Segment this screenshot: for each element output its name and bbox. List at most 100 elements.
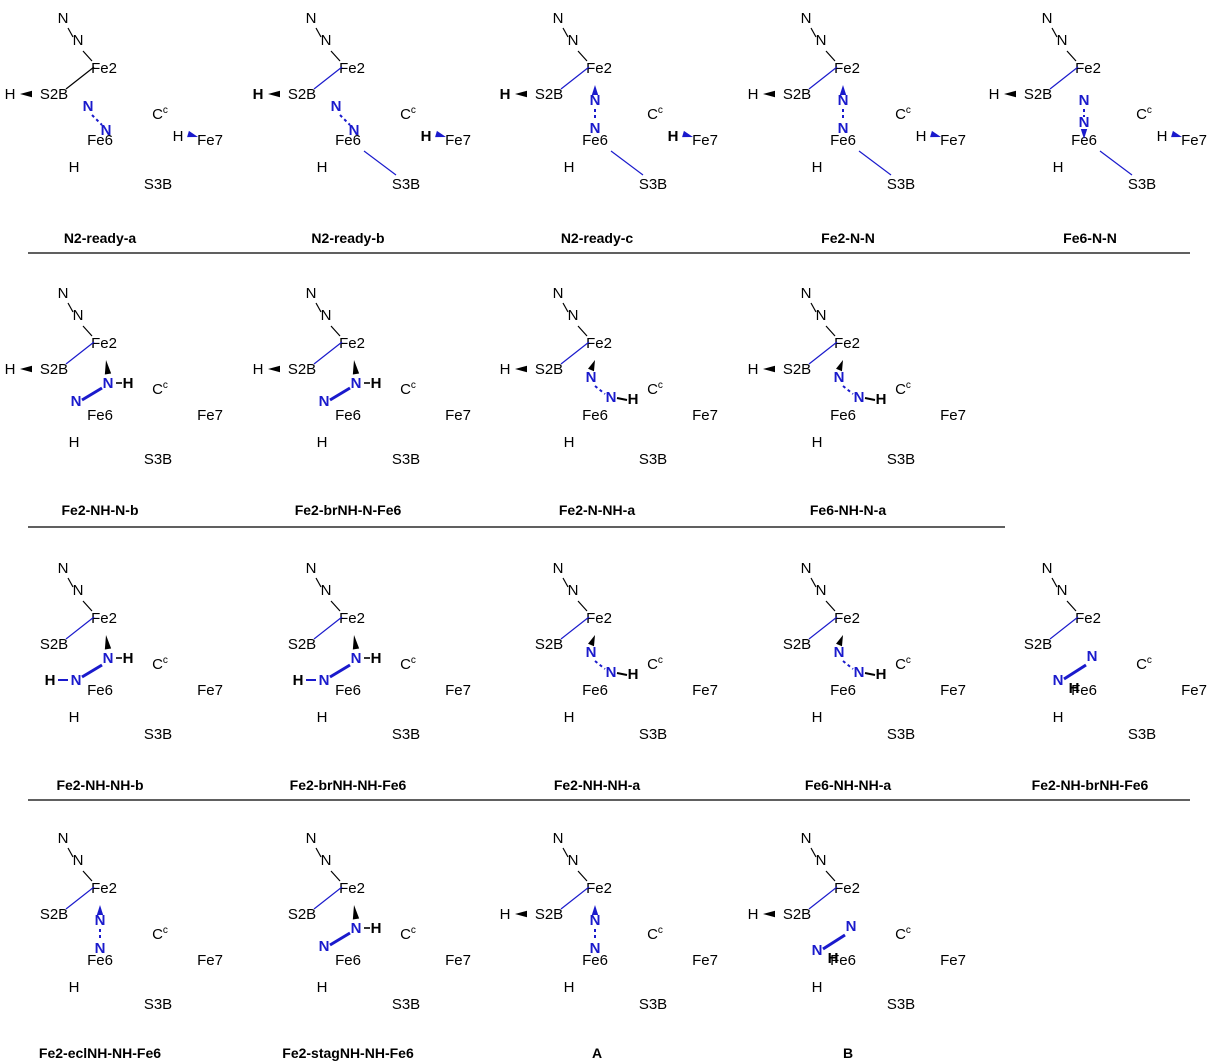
atom-fe7: Fe7 — [445, 682, 471, 699]
bond — [360, 971, 396, 997]
structure-label: Fe2-stagNH-NH-Fe6 — [282, 1045, 414, 1061]
atom-fe6: Fe6 — [1071, 132, 1097, 149]
s2b-fe2-bond — [65, 66, 95, 90]
atom-n-top: N — [73, 307, 84, 324]
atom-fe2: Fe2 — [339, 610, 365, 627]
atom-n-top: N — [73, 582, 84, 599]
bond — [1066, 705, 1074, 715]
atom-n: N — [71, 393, 82, 410]
atom-s2b: S2B — [1024, 86, 1052, 103]
atom-n-top: N — [321, 852, 332, 869]
bond — [611, 897, 647, 927]
bond — [426, 971, 458, 997]
atom-n-top: N — [801, 285, 812, 302]
bond — [368, 121, 400, 139]
atom-h: H — [45, 672, 56, 689]
atom-n-top: N — [73, 852, 84, 869]
bond — [330, 430, 338, 440]
n2-bond — [67, 302, 74, 313]
atom-s3b: S3B — [1128, 176, 1156, 193]
atom-n-top: N — [1042, 560, 1053, 577]
atom-h-fe6: H — [564, 979, 575, 996]
atom-fe7: Fe7 — [445, 952, 471, 969]
atom-n-top: N — [321, 32, 332, 49]
atom-h: H — [876, 391, 887, 408]
atom-fe6: Fe6 — [582, 952, 608, 969]
s2b-fe2-bond — [560, 66, 590, 90]
atom-carbide: Cc — [647, 380, 663, 398]
atom-s3b: S3B — [144, 726, 172, 743]
fe2-n-wedge — [96, 905, 104, 915]
bond — [611, 627, 647, 657]
n2-bond — [562, 302, 569, 313]
atom-s3b: S3B — [887, 726, 915, 743]
atom-n: N — [846, 918, 857, 935]
bond — [364, 897, 400, 927]
structure-label: N2-ready-c — [561, 230, 634, 246]
atom-fe6: Fe6 — [830, 132, 856, 149]
atom-s3b: S3B — [639, 996, 667, 1013]
bond — [607, 426, 643, 452]
atom-carbide: Cc — [400, 105, 416, 123]
n2-bond — [67, 577, 74, 588]
atom-fe2: Fe2 — [586, 335, 612, 352]
bond — [855, 426, 891, 452]
atom-n-top: N — [801, 830, 812, 847]
atom-n-top: N — [58, 10, 69, 27]
n-n-bond — [842, 385, 854, 395]
atom-n-top: N — [1057, 32, 1068, 49]
bond — [859, 897, 895, 927]
fe6-s3b-bond — [610, 150, 644, 176]
h-fe7-wedge — [187, 130, 198, 138]
bond — [921, 151, 953, 177]
n-n-bond — [1063, 663, 1087, 681]
atom-fe7: Fe7 — [692, 407, 718, 424]
fe2-n-bond — [330, 600, 341, 612]
atom-n-top: N — [58, 560, 69, 577]
fe2-n-bond — [330, 325, 341, 337]
atom-h-fe6: H — [317, 159, 328, 176]
bond — [1152, 673, 1184, 703]
atom-n-top: N — [553, 560, 564, 577]
structure-label: Fe2-brNH-NH-Fe6 — [290, 777, 407, 793]
atom-h: H — [371, 920, 382, 937]
bond — [825, 430, 833, 440]
atom-n-top: N — [816, 32, 827, 49]
atom-fe6: Fe6 — [335, 407, 361, 424]
n2-bond — [562, 847, 569, 858]
bond — [607, 701, 643, 727]
bond — [607, 151, 643, 177]
atom-carbide: Cc — [647, 655, 663, 673]
atom-n: N — [812, 942, 823, 959]
bond — [1162, 701, 1194, 727]
bond — [921, 971, 953, 997]
s2b-fe2-bond — [808, 886, 838, 910]
h-s2b-wedge — [515, 365, 527, 373]
atom-s2b: S2B — [783, 86, 811, 103]
atom-s3b: S3B — [144, 451, 172, 468]
atom-fe2: Fe2 — [91, 610, 117, 627]
atom-n-top: N — [321, 307, 332, 324]
atom-n-top: N — [1057, 582, 1068, 599]
n-n-bond — [822, 933, 846, 951]
atom-fe6: Fe6 — [87, 682, 113, 699]
n-n-bond — [339, 114, 351, 126]
atom-fe7: Fe7 — [940, 132, 966, 149]
atom-h-s2b: H — [253, 86, 264, 103]
atom-fe6: Fe6 — [335, 132, 361, 149]
atom-h-fe6: H — [564, 709, 575, 726]
structure-label: Fe2-eclNH-NH-Fe6 — [39, 1045, 161, 1061]
h-fe7-wedge — [1171, 130, 1182, 138]
bond — [112, 151, 148, 177]
fe2-n-bond — [1066, 50, 1077, 62]
n2-bond — [1051, 577, 1058, 588]
bond — [364, 77, 400, 107]
atom-n: N — [95, 912, 106, 929]
bond — [863, 121, 895, 139]
bond — [561, 107, 585, 135]
